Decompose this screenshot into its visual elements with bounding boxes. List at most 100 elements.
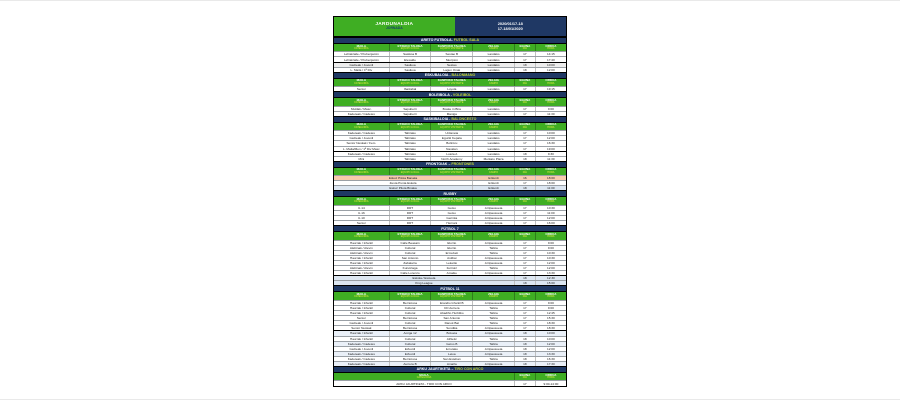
cell-category: Haurrak / Infantil (334, 260, 390, 266)
cell-venue: Landako (473, 87, 515, 92)
cell-day: 17 (515, 326, 536, 331)
cell-time: 9:30 (547, 151, 554, 156)
cell-time: 9:00 (547, 305, 554, 310)
cell-day: 17 (515, 52, 536, 57)
match-row: Alebinak / Alevín Kurutziaga Iturriotz Tabi… (334, 265, 566, 271)
col-header-label-eu: EGUNA (519, 292, 531, 297)
cell-venue: Arripausueta (473, 300, 515, 305)
col-header-label-es: CAMPO (488, 170, 499, 174)
col-header-day: EGUNA DÍA (515, 372, 536, 381)
cell-category: Lehiatzaile / Prebenjamin (334, 57, 390, 62)
col-header-label-es: DÍA (522, 81, 527, 85)
cell-venue: Arripausueta (473, 216, 515, 221)
cell-day: 17 (515, 106, 536, 111)
match-row: U-10 DRT Gernika Arripausueta 17 12:00 (334, 215, 566, 221)
col-header-label-es: EQUIPO VISITANTE (440, 46, 464, 50)
cell-day: 18 (515, 336, 536, 341)
cell-away-team: Bolueta (431, 331, 474, 336)
cell-venue: Arripausueta (473, 351, 515, 356)
match-row: Gazteak / Juvenil Sasikoa Sestao Landako 18 1… (334, 61, 566, 67)
col-header-label-eu: ZELAIA (488, 167, 499, 172)
col-header-venue: ZELAIA CAMPO (473, 292, 515, 300)
cell-venue: Landako (473, 131, 515, 136)
cell-time: 11:00 (547, 210, 555, 215)
col-header-label-eu: ORDUA (545, 78, 557, 83)
section-bar-5: RUGBY (334, 190, 566, 197)
section-bar-0: ARETO FUTBOLA- FUTBOL SALA (334, 37, 566, 43)
cell-day: 17 (515, 255, 536, 260)
col-header-category: MAILA CATEGORÍA (334, 98, 390, 106)
cell-day: 18 (515, 341, 536, 346)
match-row: Senior Ibaizabal Loyola Landako 17 19:15 (334, 86, 566, 92)
cell-away-team: Boske in Bira (431, 106, 474, 111)
cell-away-team: Amaike (431, 271, 474, 276)
section-title-es: FRONTONES (451, 162, 474, 167)
cell-venue: Landako (473, 106, 515, 111)
cell-home-team: DRT (390, 221, 432, 226)
col-header-label-eu: KANPOKO TALDEA (437, 197, 466, 202)
col-header-home-team: ETXEKO TALDEA EQUIPO LOCAL (390, 78, 432, 87)
col-header-label-es: CATEGORÍA (354, 46, 369, 50)
cell-away-team: Navalan (431, 146, 474, 151)
cell-day: 17 (515, 136, 536, 141)
cell-away-team: Getxo (431, 205, 474, 210)
cell-category: Senior Neskak (334, 326, 390, 331)
section-title-es: TIRO CON ARCO (454, 367, 484, 372)
cell-time: 12:00 (547, 67, 555, 72)
cell-home-team: Sasikoa (390, 67, 432, 72)
column-header-row: MAILA CATEGORÍA ETXEKO TALDEA EQUIPO LOCAL K… (334, 42, 566, 52)
cell-away-team: Ermubeti (431, 250, 474, 255)
col-header-label-es: EQUIPO VISITANTE (440, 170, 464, 174)
col-header-label-eu: ZELAIA (488, 292, 499, 297)
col-header-label-eu: ORDUA (545, 197, 557, 202)
col-header-label-es: EQUIPO LOCAL (400, 125, 420, 129)
section-bar-2: BOLEIBOLA - VOLEIBOL (334, 91, 566, 98)
col-header-day: EGUNA DÍA (515, 197, 536, 205)
col-header-away-team: KANPOKO TALDEA EQUIPO VISITANTE (431, 122, 474, 131)
cell-day: 17 (515, 181, 536, 186)
cell-time: 12:00 (547, 346, 555, 351)
cell-day: 18 (515, 276, 536, 281)
column-header-row: MAILA CATEGORÍA ETXEKO TALDEA EQUIPO LOCAL K… (334, 291, 566, 300)
cell-away-team: Leioa (431, 351, 474, 356)
col-header-label-es: HORA (547, 46, 555, 50)
cell-category: Senior (334, 221, 390, 226)
cell-venue: Tabira (473, 356, 515, 361)
cell-away-team: Sondika (431, 326, 474, 331)
cell-home-team: DRT (390, 205, 432, 210)
col-header-label-es: EQUIPO VISITANTE (440, 235, 464, 239)
col-header-venue: ZELAIA CAMPO (473, 197, 515, 205)
col-header-day: EGUNA DÍA (515, 78, 536, 87)
cell-home-team: Cultural (390, 336, 432, 341)
cell-event: Eskola / Escuela (334, 276, 515, 281)
cell-home-team: Tabirako (390, 136, 432, 141)
cell-away-team: Sestao (431, 62, 474, 67)
cell-category: Kadeteak / Cadetes (334, 111, 390, 116)
match-row: Senior Neskak / Fem. Tabirako Bolintxu Land… (334, 140, 566, 146)
col-header-time: ORDUA HORA (536, 232, 566, 240)
col-header-label-eu: ORDUA (545, 232, 557, 236)
match-row: Gazteak / Juvenil Cultural Danok Bat Tabira… (334, 320, 566, 326)
date-spanish: 17-18/01/2020 (497, 25, 523, 31)
col-header-label-es: DÍA (522, 235, 527, 239)
match-row: Kadeteak / Cadetes Sapuberri Maniga Landako… (334, 110, 566, 116)
match-row: Kadeteak / Cadetes Cultural Getxo B Tabira 1… (334, 340, 566, 346)
col-header-label-es: CATEGORÍA (354, 170, 369, 174)
cell-home-team: Amiga 12 (390, 331, 432, 336)
cell-category: Haurrak / Infantil (334, 255, 390, 260)
cell-day: 17 (515, 305, 536, 311)
cell-time: 15:00 (547, 281, 555, 286)
col-header-day: EGUNA DÍA (515, 232, 536, 240)
col-header-venue: ZELAIA CAMPO (473, 98, 515, 106)
column-header-row: MAILA CATEGORÍA ETXEKO TALDEA EQUIPO LOCAL K… (334, 196, 566, 205)
cell-time: 9:00 (547, 300, 554, 305)
cell-day: 17 (515, 260, 536, 266)
cell-venue: Arripausueta (473, 221, 515, 226)
match-row: Alebinak / Alevín Cultural Elorrio Tabira 17… (334, 244, 566, 250)
match-row: Eskuz Pilota Binaka Ezkurdi 18 11:00 (334, 185, 566, 191)
cell-home-team: DRT (390, 210, 432, 216)
cell-away-team: Hernani (431, 221, 474, 226)
cell-time: 9:00 (547, 106, 554, 111)
cell-time: 11:00 (547, 186, 555, 191)
cell-away-team: Iturriotz (431, 266, 474, 271)
